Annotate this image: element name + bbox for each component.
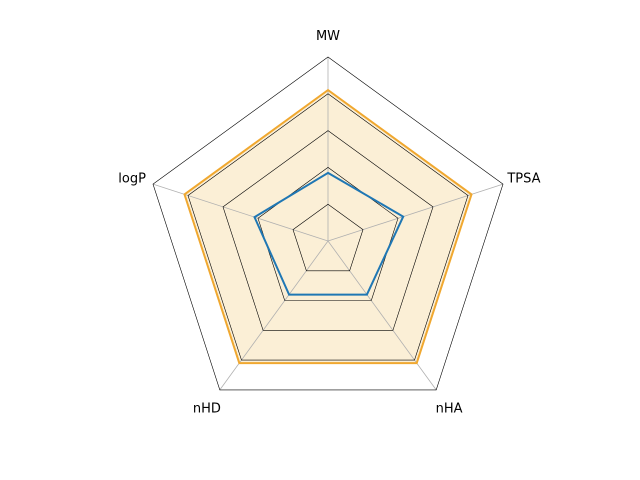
axis-label-nHD: nHD <box>193 402 221 417</box>
axis-label-nHA: nHA <box>436 402 463 417</box>
axis-label-MW: MW <box>316 29 340 44</box>
outer-frame <box>152 56 504 391</box>
axis-label-logP: logP <box>118 171 146 186</box>
axis-label-TPSA: TPSA <box>506 171 540 186</box>
grid-ring-2 <box>222 130 434 331</box>
series-0-line <box>183 88 473 365</box>
series-1-line <box>253 171 405 296</box>
spoke-nHA <box>327 240 437 391</box>
grid-ring-3 <box>187 93 469 361</box>
grid-ring-1 <box>257 167 399 301</box>
spoke-nHD <box>219 240 329 391</box>
grid-ring-0 <box>292 203 364 272</box>
spoke-logP <box>152 183 329 242</box>
spoke-TPSA <box>327 183 504 242</box>
